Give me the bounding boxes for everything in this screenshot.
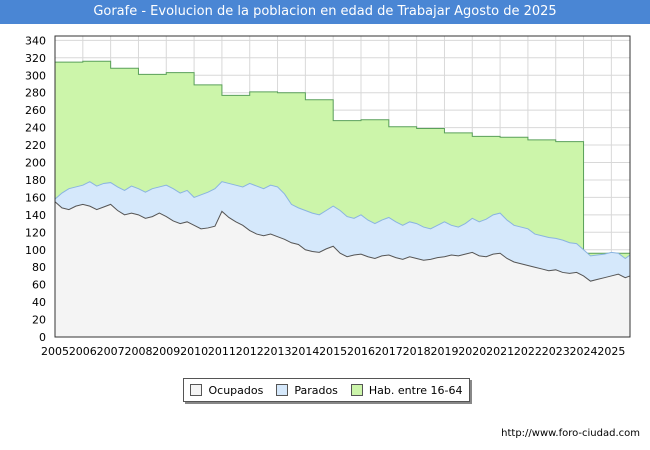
y-tick-label-11: 220	[25, 139, 46, 152]
y-tick-label-15: 300	[25, 69, 46, 82]
legend-label-parados: Parados	[294, 383, 338, 397]
y-tick-label-2: 40	[32, 296, 46, 309]
x-tick-label-14: 2019	[430, 345, 458, 358]
legend-label-ocupados: Ocupados	[208, 383, 264, 397]
source-url: http://www.foro-ciudad.com	[501, 428, 640, 439]
x-tick-label-13: 2018	[403, 345, 431, 358]
x-tick-label-10: 2015	[319, 345, 347, 358]
x-tick-label-5: 2010	[180, 345, 208, 358]
x-tick-label-15: 2020	[458, 345, 486, 358]
line-parados	[54, 181, 631, 260]
y-tick-label-12: 240	[25, 122, 46, 135]
y-tick-label-8: 160	[25, 191, 46, 204]
line-hab-entre-16-64	[55, 60, 630, 254]
y-tick-label-6: 120	[25, 226, 46, 239]
y-tick-label-5: 100	[25, 244, 46, 257]
legend-item-hab: Hab. entre 16-64	[350, 383, 463, 397]
y-tick-label-4: 80	[32, 261, 46, 274]
x-tick-label-17: 2022	[514, 345, 542, 358]
x-tick-label-9: 2014	[291, 345, 319, 358]
x-tick-label-12: 2017	[375, 345, 403, 358]
x-tick-label-8: 2013	[264, 345, 292, 358]
legend-label-hab: Hab. entre 16-64	[368, 383, 463, 397]
x-tick-label-20: 2025	[597, 345, 625, 358]
legend: Ocupados Parados Hab. entre 16-64	[183, 378, 470, 402]
x-tick-label-0: 2005	[41, 345, 69, 358]
x-tick-label-11: 2016	[347, 345, 375, 358]
plot-border	[54, 35, 631, 338]
y-tick-label-1: 20	[32, 314, 46, 327]
y-tick-label-7: 140	[25, 209, 46, 222]
legend-swatch-hab	[350, 384, 363, 396]
legend-swatch-ocupados	[190, 384, 203, 396]
y-tick-label-14: 280	[25, 87, 46, 100]
x-tick-label-16: 2021	[486, 345, 514, 358]
y-tick-label-16: 320	[25, 52, 46, 65]
y-tick-label-0: 0	[39, 331, 46, 344]
y-tick-label-3: 60	[32, 279, 46, 292]
area-ocupados	[55, 201, 630, 337]
x-tick-label-7: 2012	[236, 345, 264, 358]
legend-item-ocupados: Ocupados	[190, 384, 263, 397]
y-tick-label-9: 180	[25, 174, 46, 187]
y-tick-label-10: 200	[25, 157, 46, 170]
line-ocupados	[54, 201, 631, 282]
x-tick-label-1: 2006	[69, 345, 97, 358]
y-tick-label-17: 340	[25, 34, 46, 47]
x-tick-label-3: 2008	[124, 345, 152, 358]
x-tick-label-2: 2007	[97, 345, 125, 358]
x-tick-label-19: 2024	[570, 345, 598, 358]
x-tick-label-4: 2009	[152, 345, 180, 358]
legend-item-parados: Parados	[276, 384, 338, 397]
x-tick-label-6: 2011	[208, 345, 236, 358]
legend-swatch-parados	[276, 384, 289, 396]
y-tick-label-13: 260	[25, 104, 46, 117]
plot-area: 0 20 40 60 80 100 120 140 160 180 200 220 240 260 280 3…	[25, 34, 631, 358]
x-tick-label-18: 2023	[542, 345, 570, 358]
chart-title: Gorafe - Evolucion de la poblacion en ed…	[0, 0, 650, 24]
